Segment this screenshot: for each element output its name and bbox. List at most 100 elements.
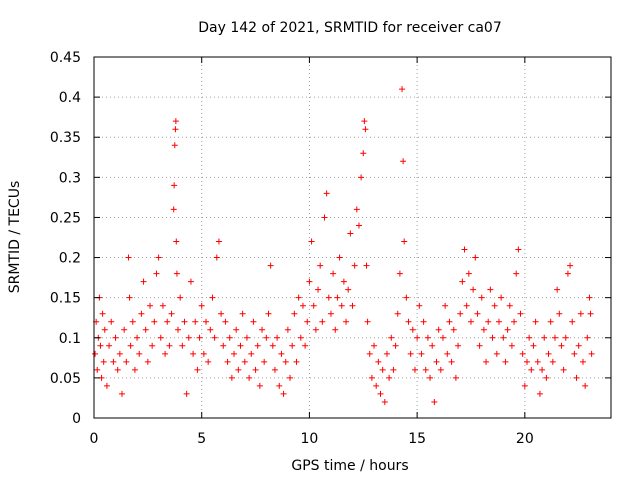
data-point — [338, 302, 345, 309]
data-point — [526, 334, 533, 341]
data-point — [131, 366, 138, 373]
data-point — [353, 206, 360, 213]
data-point — [228, 374, 235, 381]
data-point — [306, 278, 313, 285]
data-point — [457, 310, 464, 317]
data-point — [551, 334, 558, 341]
data-point — [554, 286, 561, 293]
data-point — [355, 222, 362, 229]
data-point — [345, 286, 352, 293]
data-point — [136, 350, 143, 357]
data-point — [175, 326, 182, 333]
data-point — [162, 350, 169, 357]
data-point — [400, 158, 407, 165]
data-point — [383, 350, 390, 357]
data-point — [261, 358, 268, 365]
data-point — [330, 270, 337, 277]
data-point — [418, 350, 425, 357]
data-point — [467, 318, 474, 325]
data-point — [396, 270, 403, 277]
data-point — [427, 374, 434, 381]
data-point — [530, 342, 537, 349]
y-tick-label: 0.25 — [50, 210, 81, 226]
data-point — [172, 118, 179, 125]
data-point — [340, 278, 347, 285]
y-tick-label: 0.45 — [50, 50, 81, 66]
data-point — [504, 326, 511, 333]
data-point — [112, 334, 119, 341]
data-point — [92, 350, 99, 357]
data-point — [373, 382, 380, 389]
data-point — [523, 358, 530, 365]
data-point — [289, 342, 296, 349]
data-point — [515, 246, 522, 253]
data-point — [422, 366, 429, 373]
data-point — [315, 286, 322, 293]
data-point — [157, 334, 164, 341]
data-point — [94, 366, 101, 373]
data-point — [140, 278, 147, 285]
data-point — [470, 286, 477, 293]
data-point — [377, 390, 384, 397]
data-point — [108, 318, 115, 325]
x-tick-label: 5 — [197, 431, 206, 447]
data-point — [151, 318, 158, 325]
data-point — [363, 262, 370, 269]
data-point — [577, 310, 584, 317]
data-point — [498, 294, 505, 301]
data-point — [364, 318, 371, 325]
data-point — [142, 326, 149, 333]
data-point — [209, 294, 216, 301]
data-points — [92, 86, 595, 405]
data-point — [463, 302, 470, 309]
data-point — [379, 366, 386, 373]
data-point — [334, 294, 341, 301]
data-point — [274, 334, 281, 341]
data-point — [336, 254, 343, 261]
data-point — [222, 318, 229, 325]
x-tick-labels: 0 5 10 15 20 — [90, 431, 534, 447]
data-point — [388, 334, 395, 341]
y-tick-label: 0.15 — [50, 291, 81, 307]
data-point — [586, 294, 593, 301]
data-point — [127, 342, 134, 349]
data-point — [198, 302, 205, 309]
data-point — [465, 270, 472, 277]
data-point — [483, 358, 490, 365]
data-point — [183, 390, 190, 397]
data-point — [159, 302, 166, 309]
data-point — [584, 334, 591, 341]
data-point — [239, 310, 246, 317]
data-point — [287, 374, 294, 381]
data-point — [97, 342, 104, 349]
data-point — [224, 358, 231, 365]
data-point — [539, 366, 546, 373]
data-point — [399, 86, 406, 93]
data-point — [511, 318, 518, 325]
data-point — [502, 358, 509, 365]
data-point — [573, 374, 580, 381]
data-point — [588, 350, 595, 357]
data-point — [480, 326, 487, 333]
data-point — [205, 358, 212, 365]
data-point — [478, 294, 485, 301]
data-point — [433, 358, 440, 365]
data-point — [125, 254, 132, 261]
data-point — [491, 302, 498, 309]
data-point — [375, 358, 382, 365]
data-point — [110, 358, 117, 365]
data-point — [123, 358, 130, 365]
x-axis-label: GPS time / hours — [291, 458, 408, 474]
data-point — [172, 126, 179, 133]
data-point — [243, 334, 250, 341]
data-point — [562, 334, 569, 341]
data-point — [543, 374, 550, 381]
data-point — [323, 190, 330, 197]
data-point — [461, 246, 468, 253]
data-point — [134, 334, 141, 341]
data-point — [233, 326, 240, 333]
data-point — [119, 390, 126, 397]
data-point — [534, 358, 541, 365]
data-point — [319, 318, 326, 325]
